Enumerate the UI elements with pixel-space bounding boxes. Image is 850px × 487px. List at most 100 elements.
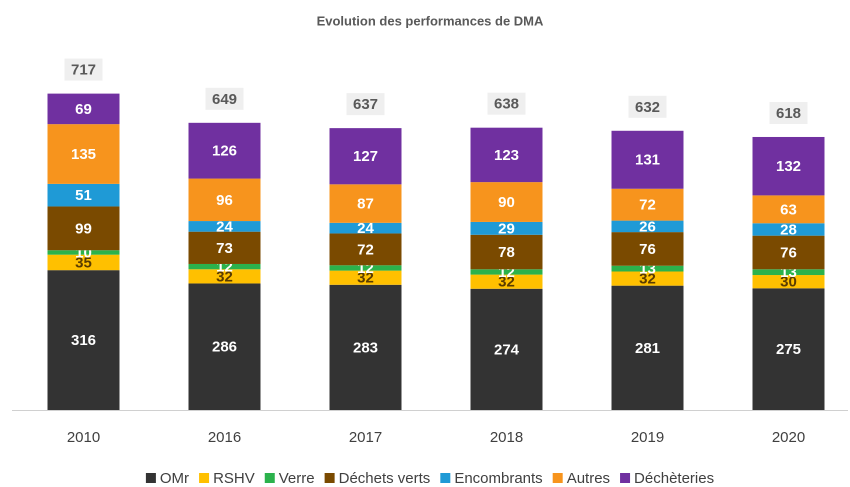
bar-segment	[752, 223, 825, 236]
bar-segment	[47, 124, 120, 184]
data-label: 316	[71, 332, 96, 349]
data-label: 126	[212, 143, 237, 160]
data-label: 72	[357, 241, 374, 258]
data-label: 63	[780, 201, 797, 218]
data-label: 76	[780, 244, 797, 261]
bar-segment	[611, 232, 684, 266]
data-label: 90	[498, 194, 515, 211]
bar-segment	[47, 250, 120, 255]
bar-segment	[752, 288, 825, 410]
legend-swatch	[440, 473, 451, 483]
bar-segment	[611, 285, 684, 410]
x-tick-label: 2016	[208, 429, 241, 446]
data-label: 127	[353, 148, 378, 165]
bar-segment	[611, 271, 684, 286]
total-label-box	[628, 95, 667, 118]
legend-label: Encombrants	[454, 470, 542, 487]
legend-label: Verre	[279, 470, 315, 487]
bar-segment	[752, 136, 825, 196]
legend-label: OMr	[160, 470, 189, 487]
bar-segment	[188, 231, 261, 264]
total-label: 638	[494, 96, 519, 113]
total-label-box	[205, 87, 244, 110]
data-label: 69	[75, 101, 92, 118]
bar-segment	[47, 254, 120, 271]
bar-segment	[329, 270, 402, 285]
legend-swatch	[199, 473, 210, 483]
data-label: 28	[780, 221, 797, 238]
bar-segment	[329, 184, 402, 223]
bar-segment	[329, 233, 402, 266]
total-label: 618	[776, 105, 801, 122]
bar-segment	[470, 269, 543, 275]
data-label: 30	[780, 274, 797, 291]
data-label: 72	[639, 197, 656, 214]
bar-segment	[752, 269, 825, 276]
data-label: 132	[776, 158, 801, 175]
total-label: 637	[353, 96, 378, 113]
data-label: 78	[498, 244, 515, 261]
data-label: 283	[353, 339, 378, 356]
bar-segment	[752, 235, 825, 270]
bar-segment	[470, 234, 543, 270]
data-label: 281	[635, 340, 660, 357]
bar-segment	[470, 127, 543, 183]
bar-segment	[188, 269, 261, 284]
data-label: 76	[639, 241, 656, 258]
data-label: 32	[357, 270, 374, 287]
bar-segment	[611, 220, 684, 233]
total-label-box	[769, 101, 808, 124]
total-label-box	[346, 93, 385, 116]
bar-segment	[329, 284, 402, 410]
total-label-box	[64, 58, 103, 81]
total-label-box	[487, 92, 526, 115]
bar-segment	[188, 178, 261, 222]
legend-swatch	[620, 473, 631, 483]
data-label: 286	[212, 339, 237, 356]
bar-segment	[470, 182, 543, 222]
data-label: 123	[494, 147, 519, 164]
legend-swatch	[145, 473, 156, 483]
bar-segment	[611, 188, 684, 221]
data-label: 131	[635, 152, 660, 169]
bar-segment	[329, 222, 402, 234]
legend-label: Déchets verts	[339, 470, 431, 487]
legend-label: Déchèteries	[634, 470, 714, 487]
legend-label: RSHV	[213, 470, 255, 487]
bar-segment	[611, 265, 684, 272]
bar-segment	[47, 183, 120, 207]
total-label: 717	[71, 62, 96, 79]
data-label: 32	[639, 271, 656, 288]
x-tick-label: 2019	[631, 429, 664, 446]
legend-swatch	[552, 473, 563, 483]
bar-segment	[188, 221, 261, 232]
data-label: 274	[494, 341, 520, 358]
data-label: 96	[216, 192, 233, 209]
data-label: 73	[216, 240, 233, 257]
bar-segment	[752, 195, 825, 224]
bar-segment	[470, 221, 543, 235]
data-label: 26	[639, 218, 656, 235]
bar-segment	[188, 263, 261, 270]
total-label: 649	[212, 91, 237, 108]
bar-segment	[611, 130, 684, 189]
bar-segment	[470, 288, 543, 410]
x-tick-label: 2018	[490, 429, 523, 446]
bar-segment	[470, 274, 543, 289]
data-label: 32	[498, 274, 515, 291]
bar-segment	[329, 265, 402, 271]
bar-segment	[188, 122, 261, 179]
total-label: 632	[635, 99, 660, 116]
data-label: 87	[357, 196, 374, 213]
bar-segment	[47, 270, 120, 410]
bar-segment	[47, 206, 120, 251]
data-label: 275	[776, 341, 801, 358]
data-label: 51	[75, 187, 92, 204]
bar-segment	[188, 283, 261, 410]
data-label: 32	[216, 268, 233, 285]
data-label: 35	[75, 254, 92, 271]
x-tick-label: 2020	[772, 429, 805, 446]
data-label: 135	[71, 146, 96, 163]
x-tick-label: 2010	[67, 429, 100, 446]
